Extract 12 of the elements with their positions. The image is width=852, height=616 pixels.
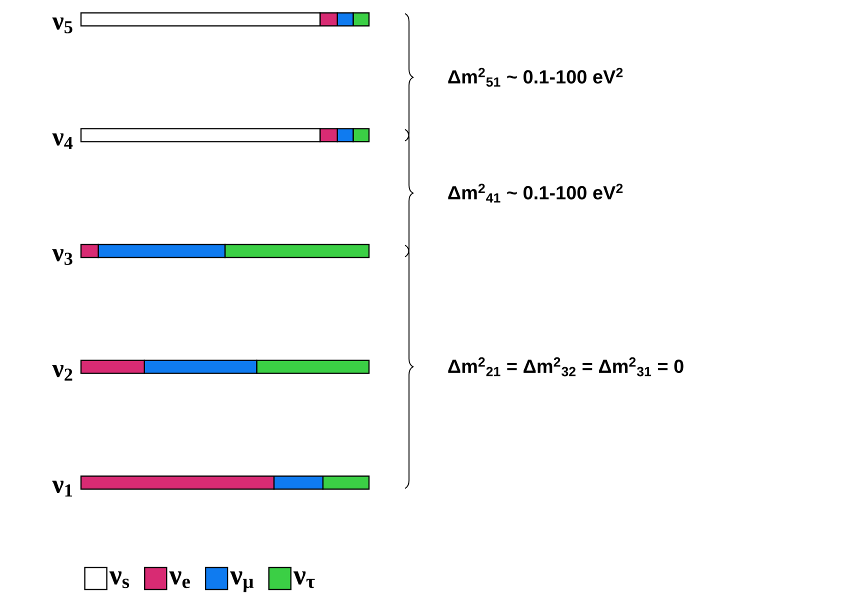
y-tick-label: ν$_{3}$ [52,249,72,265]
legend-label: ν$_{μ}$ [230,571,254,592]
legend-label: ν$_{τ}$ [293,571,315,588]
text: Δm$^{2}$$_{21}$ = Δm$^{2}$$_{32}$ = Δm$^{2}$$_{31}$ = 0 [448,357,684,376]
y-tick-label: ν$_{2}$ [52,364,72,381]
text: Δm$^{2}$$_{51}$ ~ 0.1-100 eV$^{2}$ [448,68,623,87]
legend-label: ν$_{s}$ [109,571,130,588]
y-tick-label: ν$_{5}$ [52,17,72,34]
legend-label: ν$_{e}$ [169,571,190,588]
y-tick-label: ν$_{1}$ [52,480,72,496]
y-tick-label: ν$_{4}$ [52,133,73,150]
text: Δm$^{2}$$_{41}$ ~ 0.1-100 eV$^{2}$ [448,184,623,202]
